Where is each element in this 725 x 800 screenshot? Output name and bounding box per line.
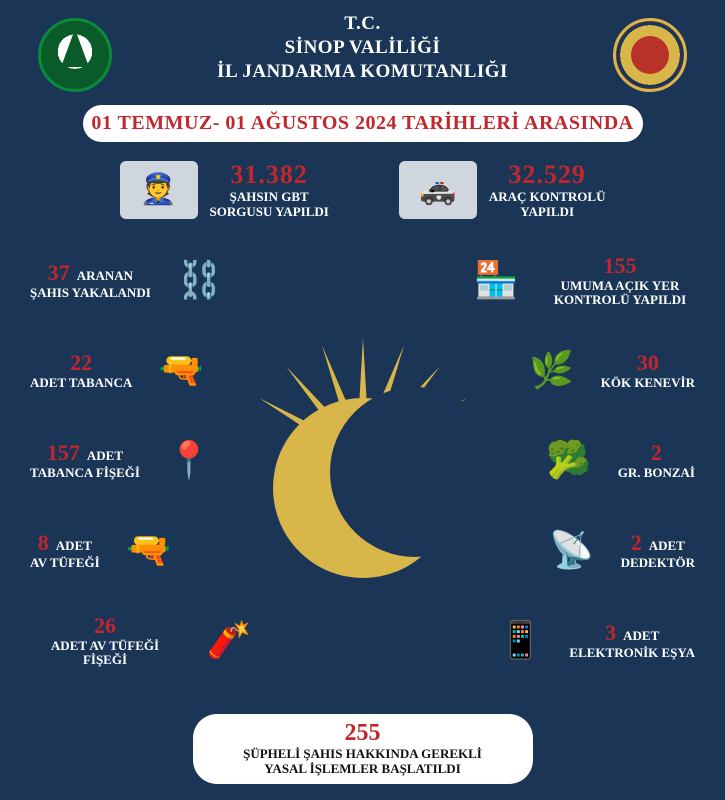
police-car-icon: 🚓 — [399, 161, 477, 219]
shotgun-icon: 🔫 — [114, 522, 184, 578]
footer-line-1: ŞÜPHELİ ŞAHIS HAKKINDA GEREKLİ — [203, 747, 523, 761]
bonzai-number: 2 — [651, 440, 662, 465]
gbt-label-2: SORGUSU YAPILDI — [210, 205, 329, 220]
detector-number: 2 — [631, 530, 642, 555]
footer-line-2: YASAL İŞLEMLER BAŞLATILDI — [203, 762, 523, 776]
shotgun-label: AV TÜFEĞİ — [30, 556, 100, 570]
gbt-number: 31.382 — [210, 160, 329, 190]
pistol-number: 22 — [70, 350, 92, 375]
officer-icon: 👮 — [120, 161, 198, 219]
vehicle-label-2: YAPILDI — [489, 205, 606, 220]
shotgun-ammo-label: ADET AV TÜFEĞİ FİŞEĞİ — [30, 639, 180, 668]
shotgun-ammo-number: 26 — [94, 613, 116, 638]
footer-number: 255 — [203, 720, 523, 747]
star-crescent-emblem — [258, 318, 468, 578]
shells-icon: 🧨 — [194, 612, 264, 668]
pistol-icon: 🔫 — [146, 342, 216, 398]
shotgun-number: 8 — [38, 530, 49, 555]
pistol-label: ADET TABANCA — [30, 376, 132, 390]
header: T.C. SİNOP VALİLİĞİ İL JANDARMA KOMUTANL… — [0, 0, 725, 83]
metal-detector-icon: 📡 — [537, 522, 607, 578]
date-range-banner: 01 TEMMUZ- 01 AĞUSTOS 2024 TARİHLERİ ARA… — [83, 105, 643, 142]
footer-banner: 255 ŞÜPHELİ ŞAHIS HAKKINDA GEREKLİ YASAL… — [193, 714, 533, 784]
public-place-label: UMUMA AÇIK YER KONTROLÜ YAPILDI — [545, 279, 695, 308]
pistol-item: 22 ADET TABANCA 🔫 — [30, 331, 270, 409]
shop-icon: 🏪 — [461, 252, 531, 308]
left-column: 37 ARANAN ŞAHIS YAKALANDI ⛓️ 22 ADET TAB… — [30, 241, 270, 679]
detector-unit: ADET — [649, 538, 685, 553]
bullets-icon: 📍 — [154, 432, 224, 488]
wanted-unit: ARANAN — [77, 268, 133, 283]
cannabis-label: KÖK KENEVİR — [601, 376, 695, 390]
sinop-valiligi-logo — [38, 18, 112, 92]
cannabis-number: 30 — [637, 350, 659, 375]
public-place-item: 🏪 155 UMUMA AÇIK YER KONTROLÜ YAPILDI — [455, 241, 695, 319]
wanted-label: ŞAHIS YAKALANDI — [30, 286, 151, 300]
detector-item: 📡 2 ADET DEDEKTÖR — [455, 511, 695, 589]
shotgun-ammo-item: 26 ADET AV TÜFEĞİ FİŞEĞİ 🧨 — [30, 601, 270, 679]
electronics-item: 📱 3 ADET ELEKTRONİK EŞYA — [455, 601, 695, 679]
pistol-ammo-item: 157 ADET TABANCA FİŞEĞİ 📍 — [30, 421, 270, 499]
devices-icon: 📱 — [485, 612, 555, 668]
stats-grid: 37 ARANAN ŞAHIS YAKALANDI ⛓️ 22 ADET TAB… — [0, 241, 725, 711]
drug-bag-icon: 🥦 — [534, 432, 604, 488]
pistol-ammo-label: TABANCA FİŞEĞİ — [30, 466, 140, 480]
vehicle-number: 32.529 — [489, 160, 606, 190]
gbt-label-1: ŞAHSIN GBT — [210, 190, 329, 205]
shotgun-item: 8 ADET AV TÜFEĞİ 🔫 — [30, 511, 270, 589]
top-stats-row: 👮 31.382 ŞAHSIN GBT SORGUSU YAPILDI 🚓 32… — [0, 160, 725, 219]
vehicle-stat: 🚓 32.529 ARAÇ KONTROLÜ YAPILDI — [399, 160, 606, 219]
handcuffs-icon: ⛓️ — [165, 252, 235, 308]
electronics-number: 3 — [605, 620, 616, 645]
shotgun-unit: ADET — [56, 538, 92, 553]
jandarma-logo — [613, 18, 687, 92]
bonzai-item: 🥦 2 GR. BONZAİ — [455, 421, 695, 499]
electronics-label: ELEKTRONİK EŞYA — [569, 646, 695, 660]
pistol-ammo-unit: ADET — [87, 448, 123, 463]
cannabis-plant-icon: 🌿 — [517, 342, 587, 398]
wanted-number: 37 — [48, 260, 70, 285]
pistol-ammo-number: 157 — [47, 440, 80, 465]
wanted-persons-item: 37 ARANAN ŞAHIS YAKALANDI ⛓️ — [30, 241, 270, 319]
electronics-unit: ADET — [623, 628, 659, 643]
public-place-number: 155 — [604, 253, 637, 278]
gbt-stat: 👮 31.382 ŞAHSIN GBT SORGUSU YAPILDI — [120, 160, 329, 219]
right-column: 🏪 155 UMUMA AÇIK YER KONTROLÜ YAPILDI 🌿 … — [455, 241, 695, 679]
vehicle-label-1: ARAÇ KONTROLÜ — [489, 190, 606, 205]
cannabis-item: 🌿 30 KÖK KENEVİR — [455, 331, 695, 409]
detector-label: DEDEKTÖR — [621, 556, 695, 570]
bonzai-label: GR. BONZAİ — [618, 466, 695, 480]
header-line-1: T.C. — [0, 12, 725, 36]
